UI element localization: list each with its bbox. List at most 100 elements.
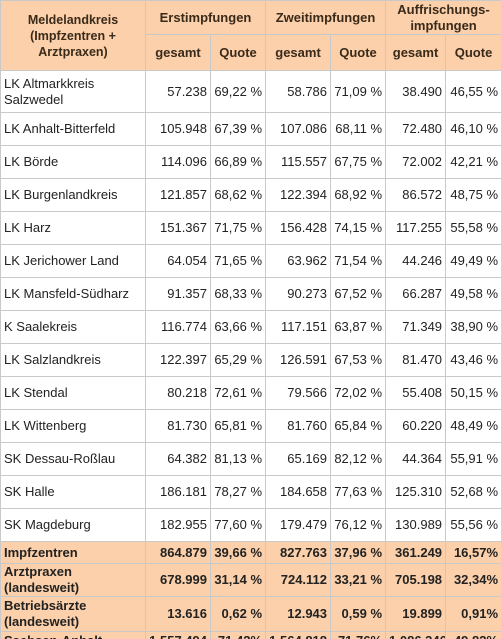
cell-value: 57.238 <box>145 70 211 113</box>
total-value: 33,21 % <box>330 563 387 597</box>
district-name: LK Altmarkkreis Salzwedel <box>0 70 146 113</box>
cell-value: 55,56 % <box>445 508 501 542</box>
district-name: LK Börde <box>0 145 146 179</box>
cell-value: 72.480 <box>385 112 447 146</box>
table-row: LK Wittenberg 81.730 65,81 % 81.760 65,84 % 6… <box>0 409 501 443</box>
cell-value: 55.408 <box>385 376 447 410</box>
cell-value: 121.857 <box>145 178 211 212</box>
cell-value: 67,75 % <box>330 145 387 179</box>
cell-value: 48,75 % <box>445 178 501 212</box>
table-row: SK Dessau-Roßlau 64.382 81,13 % 65.169 82,12… <box>0 442 501 476</box>
total-value: 705.198 <box>385 563 447 597</box>
district-name: LK Salzlandkreis <box>0 343 146 377</box>
cell-value: 81.760 <box>265 409 332 443</box>
cell-value: 46,55 % <box>445 70 501 113</box>
cell-value: 67,52 % <box>330 277 387 311</box>
cell-value: 105.948 <box>145 112 211 146</box>
total-value: 0,62 % <box>209 596 267 632</box>
total-value: 0,91% <box>445 596 501 632</box>
total-value: 71,42% <box>209 631 267 639</box>
total-value: 32,34% <box>445 563 501 597</box>
cell-value: 68,11 % <box>330 112 387 146</box>
cell-value: 156.428 <box>265 211 332 245</box>
cell-value: 184.658 <box>265 475 332 509</box>
sub-header: gesamt <box>145 34 211 71</box>
cell-value: 115.557 <box>265 145 332 179</box>
cell-value: 65,29 % <box>209 343 267 377</box>
cell-value: 81,13 % <box>209 442 267 476</box>
cell-value: 72,02 % <box>330 376 387 410</box>
cell-value: 126.591 <box>265 343 332 377</box>
table-row: LK Altmarkkreis Salzwedel 57.238 69,22 % 58… <box>0 70 501 113</box>
cell-value: 44.364 <box>385 442 447 476</box>
total-value: 1.086.346 <box>385 631 447 639</box>
cell-value: 182.955 <box>145 508 211 542</box>
cell-value: 79.566 <box>265 376 332 410</box>
total-value: 19.899 <box>385 596 447 632</box>
district-name: SK Magdeburg <box>0 508 146 542</box>
cell-value: 80.218 <box>145 376 211 410</box>
cell-value: 63,66 % <box>209 310 267 344</box>
cell-value: 72.002 <box>385 145 447 179</box>
total-name: Sachsen-Anhalt <box>0 631 146 639</box>
cell-value: 81.730 <box>145 409 211 443</box>
total-value: 31,14 % <box>209 563 267 597</box>
table-row: Arztpraxen (landesweit) 678.999 31,14 % 724… <box>0 563 501 597</box>
table-row: Meldelandkreis (Impfzentren + Arztpraxen… <box>0 0 501 71</box>
cell-value: 65,84 % <box>330 409 387 443</box>
cell-value: 91.357 <box>145 277 211 311</box>
district-name: SK Halle <box>0 475 146 509</box>
cell-value: 68,62 % <box>209 178 267 212</box>
cell-value: 71,09 % <box>330 70 387 113</box>
cell-value: 65.169 <box>265 442 332 476</box>
cell-value: 52,68 % <box>445 475 501 509</box>
cell-value: 64.054 <box>145 244 211 278</box>
total-value: 1.564.818 <box>265 631 332 639</box>
cell-value: 38.490 <box>385 70 447 113</box>
cell-value: 122.394 <box>265 178 332 212</box>
region-header: Meldelandkreis (Impfzentren + Arztpraxen… <box>0 0 146 71</box>
cell-value: 38,90 % <box>445 310 501 344</box>
cell-value: 130.989 <box>385 508 447 542</box>
cell-value: 69,22 % <box>209 70 267 113</box>
sub-header: Quote <box>445 34 501 71</box>
cell-value: 125.310 <box>385 475 447 509</box>
district-name: LK Stendal <box>0 376 146 410</box>
table-row: LK Salzlandkreis 122.397 65,29 % 126.591 67,… <box>0 343 501 377</box>
district-name: LK Wittenberg <box>0 409 146 443</box>
cell-value: 55,58 % <box>445 211 501 245</box>
cell-value: 71,54 % <box>330 244 387 278</box>
total-value: 13.616 <box>145 596 211 632</box>
cell-value: 179.479 <box>265 508 332 542</box>
cell-value: 78,27 % <box>209 475 267 509</box>
sub-header: gesamt <box>265 34 332 71</box>
district-name: K Saalekreis <box>0 310 146 344</box>
total-value: 37,96 % <box>330 541 387 564</box>
cell-value: 71.349 <box>385 310 447 344</box>
table-row: LK Anhalt-Bitterfeld 105.948 67,39 % 107.08… <box>0 112 501 146</box>
table-row: LK Jerichower Land 64.054 71,65 % 63.962 71,… <box>0 244 501 278</box>
table-row: LK Harz 151.367 71,75 % 156.428 74,15 % 117.2… <box>0 211 501 245</box>
district-name: LK Mansfeld-Südharz <box>0 277 146 311</box>
cell-value: 49,58 % <box>445 277 501 311</box>
cell-value: 60.220 <box>385 409 447 443</box>
cell-value: 63,87 % <box>330 310 387 344</box>
cell-value: 67,53 % <box>330 343 387 377</box>
total-value: 864.879 <box>145 541 211 564</box>
table-row: SK Magdeburg 182.955 77,60 % 179.479 76,12 %… <box>0 508 501 542</box>
total-name: Impfzentren <box>0 541 146 564</box>
cell-value: 81.470 <box>385 343 447 377</box>
cell-value: 77,60 % <box>209 508 267 542</box>
cell-value: 67,39 % <box>209 112 267 146</box>
group-header: Auffrischungs­impfungen <box>385 0 501 35</box>
cell-value: 117.255 <box>385 211 447 245</box>
total-value: 39,66 % <box>209 541 267 564</box>
table-row: Sachsen-Anhalt1.557.49471,42%1.564.81871… <box>0 631 501 639</box>
total-value: 49,82% <box>445 631 501 639</box>
cell-value: 50,15 % <box>445 376 501 410</box>
table-row: LK Mansfeld-Südharz 91.357 68,33 % 90.273 67… <box>0 277 501 311</box>
total-value: 16,57% <box>445 541 501 564</box>
total-value: 71,76% <box>330 631 387 639</box>
